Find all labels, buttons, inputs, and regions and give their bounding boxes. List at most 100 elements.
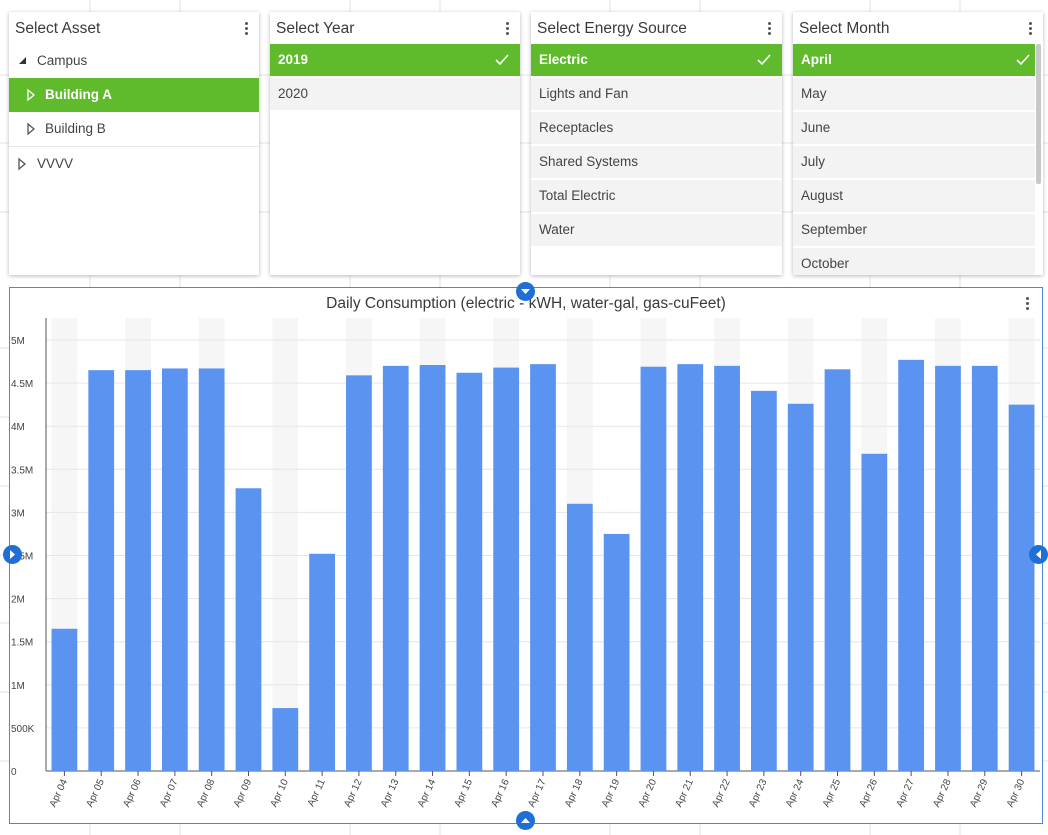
- x-tick-label: Apr 14: [416, 777, 439, 809]
- x-tick-label: Apr 24: [784, 777, 807, 809]
- y-tick-label: 2M: [11, 595, 25, 606]
- resize-left-handle[interactable]: [3, 545, 22, 564]
- tree-item-label: Building B: [45, 121, 106, 136]
- checkmark-icon: [1016, 54, 1030, 66]
- energy-panel-menu-icon[interactable]: [768, 22, 772, 36]
- y-tick-label: 0: [11, 767, 17, 778]
- resize-right-handle[interactable]: [1029, 545, 1048, 564]
- y-tick-label: 5M: [11, 336, 25, 347]
- month-item-july[interactable]: July: [793, 146, 1035, 178]
- month-item-april[interactable]: April: [793, 44, 1035, 76]
- bar: [493, 367, 520, 771]
- bar: [714, 365, 740, 771]
- energy-item-receptacles[interactable]: Receptacles: [531, 112, 782, 144]
- asset-panel-title: Select Asset: [15, 20, 101, 37]
- caret-up-icon: [521, 818, 530, 823]
- x-tick-label: Apr 10: [269, 777, 292, 809]
- month-item-june[interactable]: June: [793, 112, 1035, 144]
- asset-panel-menu-icon[interactable]: [245, 22, 249, 36]
- month-panel: Select Month April May June July August …: [793, 12, 1043, 275]
- energy-item-electric[interactable]: Electric: [531, 44, 782, 76]
- x-tick-label: Apr 27: [894, 777, 917, 809]
- x-tick-label: Apr 04: [48, 777, 71, 809]
- checkmark-icon: [495, 54, 509, 66]
- bar: [824, 369, 851, 771]
- energy-item-label: Water: [539, 222, 575, 237]
- tree-item-label: Campus: [37, 53, 88, 68]
- tree-item-label: VVVV: [37, 156, 74, 171]
- month-list: April May June July August September Oct…: [793, 44, 1035, 275]
- year-list: 2019 2020: [270, 44, 520, 275]
- energy-panel: Select Energy Source Electric Lights and…: [531, 12, 782, 275]
- tree-item-campus[interactable]: Campus: [9, 44, 259, 78]
- month-item-may[interactable]: May: [793, 78, 1035, 110]
- month-item-label: August: [801, 188, 844, 203]
- collapsed-triangle-icon[interactable]: [25, 112, 37, 146]
- x-tick-label: Apr 11: [306, 777, 328, 808]
- bar: [640, 366, 667, 771]
- month-panel-menu-icon[interactable]: [1029, 22, 1033, 36]
- collapse-up-handle[interactable]: [516, 282, 535, 301]
- bar: [51, 628, 78, 771]
- bar: [309, 553, 335, 771]
- month-item-label: May: [801, 86, 827, 101]
- daily-consumption-panel: Daily Consumption (electric - kWH, water…: [9, 287, 1043, 824]
- chart-panel-menu-icon[interactable]: [1026, 297, 1030, 311]
- caret-left-icon: [1036, 550, 1041, 559]
- x-tick-label: Apr 16: [489, 777, 512, 809]
- x-tick-label: Apr 13: [379, 777, 402, 809]
- tree-item-building-b[interactable]: Building B: [9, 112, 259, 147]
- tree-item-building-a[interactable]: Building A: [9, 78, 259, 112]
- x-tick-label: Apr 09: [232, 777, 255, 809]
- collapsed-triangle-icon[interactable]: [25, 78, 37, 112]
- month-item-label: July: [801, 154, 826, 169]
- energy-item-total-electric[interactable]: Total Electric: [531, 180, 782, 212]
- bar: [125, 370, 151, 771]
- x-tick-label: Apr 05: [85, 777, 108, 809]
- bar: [530, 364, 556, 771]
- energy-item-water[interactable]: Water: [531, 214, 782, 246]
- expanded-triangle-icon[interactable]: [17, 44, 29, 78]
- year-panel: Select Year 2019 2020: [270, 12, 520, 275]
- x-tick-label: Apr 15: [453, 777, 476, 809]
- y-tick-label: 2.5M: [11, 552, 33, 563]
- tree-item-vvvv[interactable]: VVVV: [9, 147, 259, 181]
- x-tick-label: Apr 30: [1005, 777, 1028, 809]
- bar: [971, 365, 998, 771]
- bar: [861, 453, 888, 771]
- month-list-scrollbar[interactable]: [1036, 44, 1041, 184]
- collapsed-triangle-icon[interactable]: [16, 147, 28, 181]
- month-item-label: September: [801, 222, 868, 237]
- year-item-label: 2020: [278, 86, 309, 101]
- year-item-2020[interactable]: 2020: [270, 78, 520, 110]
- bar: [272, 708, 299, 771]
- bar: [419, 364, 446, 771]
- y-tick-label: 4M: [11, 422, 25, 433]
- energy-item-label: Total Electric: [539, 188, 616, 203]
- month-item-october[interactable]: October: [793, 248, 1035, 275]
- x-tick-label: Apr 08: [195, 777, 218, 809]
- energy-item-label: Lights and Fan: [539, 86, 629, 101]
- month-item-august[interactable]: August: [793, 180, 1035, 212]
- x-tick-label: Apr 21: [674, 777, 697, 809]
- month-item-september[interactable]: September: [793, 214, 1035, 246]
- expand-down-handle[interactable]: [516, 811, 535, 830]
- y-tick-label: 500K: [11, 724, 35, 735]
- year-panel-menu-icon[interactable]: [506, 22, 510, 36]
- tree-item-label: Building A: [45, 87, 112, 102]
- bar: [898, 359, 925, 771]
- bar: [677, 364, 704, 771]
- y-tick-label: 1M: [11, 681, 25, 692]
- x-tick-label: Apr 26: [858, 777, 881, 809]
- caret-down-icon: [521, 289, 530, 294]
- month-panel-title: Select Month: [799, 20, 890, 37]
- bar: [566, 503, 593, 771]
- energy-item-lights-and-fan[interactable]: Lights and Fan: [531, 78, 782, 110]
- year-panel-title: Select Year: [276, 20, 355, 37]
- bar: [161, 368, 188, 771]
- year-item-2019[interactable]: 2019: [270, 44, 520, 76]
- bar: [382, 365, 409, 771]
- y-tick-label: 4.5M: [11, 379, 33, 390]
- energy-panel-title: Select Energy Source: [537, 20, 687, 37]
- energy-item-shared-systems[interactable]: Shared Systems: [531, 146, 782, 178]
